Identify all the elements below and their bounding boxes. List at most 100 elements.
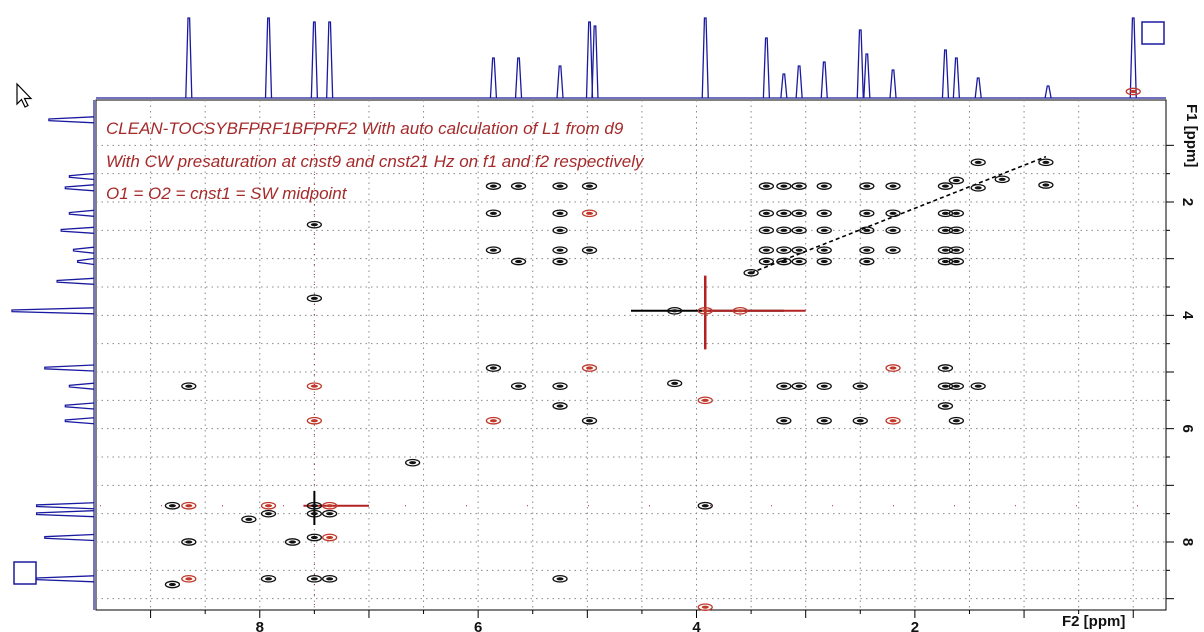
contour-peak-core	[941, 248, 949, 252]
contour-peak-core	[762, 228, 770, 232]
top-right-corner-box[interactable]	[1141, 21, 1165, 45]
f1-projection-peak	[68, 382, 95, 390]
contour-peak-core	[409, 461, 417, 465]
f1-projection-peak	[64, 417, 95, 425]
contour-peak-core	[515, 384, 523, 388]
contour-peak	[284, 538, 301, 546]
contour-peak-core	[863, 211, 871, 215]
f1-projection-peak	[68, 209, 95, 217]
contour-peak-core	[780, 184, 788, 188]
contour-peak-core	[245, 517, 253, 521]
contour-peak	[485, 182, 502, 190]
f2-projection-peak	[1129, 17, 1137, 99]
contour-peak	[552, 226, 568, 235]
contour-peak	[937, 226, 954, 235]
contour-peak-core	[489, 419, 497, 423]
y-axis-title: F1 [ppm]	[1183, 104, 1200, 167]
contour-peak	[552, 382, 568, 391]
contour-peak-core	[780, 228, 788, 232]
contour-peak	[948, 382, 965, 391]
f2-projection-peak	[795, 65, 803, 99]
f1-projection-peak	[48, 116, 95, 124]
contour-peak-core	[863, 259, 871, 264]
contour-peak	[1125, 87, 1141, 96]
contour-peak-core	[863, 184, 871, 188]
contour-peak	[552, 209, 568, 218]
contour-peak	[816, 226, 832, 235]
contour-peak	[306, 533, 323, 542]
contour-peak-core	[556, 248, 564, 252]
contour-peak	[948, 209, 965, 218]
contour-peak-core	[820, 259, 828, 264]
contour-peak	[552, 402, 568, 410]
contour-peak-core	[889, 248, 897, 252]
contour-peak	[885, 246, 901, 255]
contour-peak-core	[185, 504, 193, 508]
contour-peak	[937, 209, 954, 218]
contour-peak	[552, 257, 568, 266]
f1-projection-peak	[76, 257, 95, 266]
contour-peak-core	[941, 404, 949, 408]
contour-peak	[970, 158, 986, 167]
contour-peak-core	[762, 184, 770, 188]
contour-peak-core	[310, 535, 318, 540]
contour-peak-core	[780, 248, 788, 252]
contour-peak	[758, 257, 775, 266]
contour-peak-core	[863, 228, 871, 232]
contour-peak-core	[762, 248, 770, 252]
contour-peak-core	[889, 184, 897, 188]
contour-peak	[776, 246, 792, 255]
contour-peak	[948, 226, 965, 235]
contour-peak	[322, 509, 338, 518]
contour-peak	[776, 416, 792, 425]
contour-peak	[970, 183, 986, 192]
contour-peak	[306, 220, 323, 229]
contour-peak-core	[489, 211, 497, 215]
f1-projection-peak	[72, 246, 95, 254]
contour-peak	[791, 382, 807, 391]
contour-peak-core	[762, 259, 770, 264]
contour-peak	[260, 501, 277, 510]
contour-peak	[776, 257, 792, 266]
contour-peak-core	[974, 384, 982, 388]
contour-peak	[306, 416, 323, 425]
contour-peak	[581, 364, 598, 372]
f1-projection-peak	[56, 277, 95, 285]
f2-projection-peak	[952, 57, 961, 99]
contour-peak-core	[889, 228, 897, 232]
contour-peak-core	[1042, 160, 1050, 164]
contour-peak	[306, 294, 323, 303]
contour-peak-core	[326, 504, 334, 508]
contour-peak-core	[556, 577, 564, 581]
contour-peak-core	[952, 419, 960, 423]
contour-peak	[581, 246, 598, 255]
contour-peak-core	[941, 228, 949, 232]
contour-peak-core	[889, 366, 897, 370]
contour-peak-core	[671, 381, 679, 385]
f1-projection-peak	[44, 364, 95, 372]
contour-plot-area: 8 6 4 2 2 4 6 8	[95, 87, 1196, 632]
mouse-pointer-icon	[16, 82, 33, 108]
contour-peak-core	[701, 309, 709, 313]
contour-peak-core	[326, 512, 334, 516]
f2-projection-peak	[185, 17, 193, 99]
contour-peak	[697, 396, 713, 405]
contour-peak	[937, 382, 954, 391]
f2-projection-peak	[820, 61, 828, 99]
contour-peak	[581, 209, 598, 218]
f2-projection-peak	[310, 21, 319, 99]
f1-projection-peak	[44, 533, 95, 542]
contour-peak	[241, 515, 257, 524]
f2-projection-peak	[489, 57, 498, 99]
bottom-left-corner-box[interactable]	[13, 561, 37, 585]
f2-projection-peak	[974, 77, 982, 99]
contour-peak	[758, 209, 775, 218]
contour-peak	[791, 226, 807, 235]
contour-peak-core	[515, 184, 523, 188]
contour-peak-core	[795, 248, 803, 252]
y-tick-label: 4	[1179, 311, 1196, 320]
contour-peak-core	[780, 419, 788, 423]
contour-peak-core	[998, 177, 1006, 181]
contour-peak-core	[265, 504, 273, 508]
contour-peak	[758, 226, 775, 235]
